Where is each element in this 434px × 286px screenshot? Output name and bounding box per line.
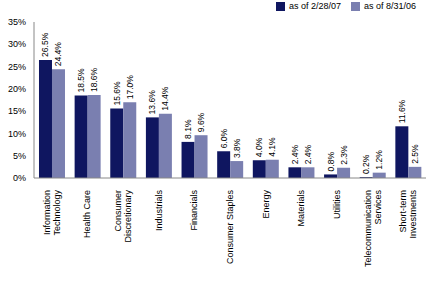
svg-text:TelecommunicationServices: TelecommunicationServices xyxy=(363,190,383,268)
svg-text:13.6%: 13.6% xyxy=(147,90,157,115)
svg-text:0.8%: 0.8% xyxy=(326,152,336,172)
svg-text:15%: 15% xyxy=(8,106,26,116)
svg-text:15.6%: 15.6% xyxy=(112,81,122,106)
svg-text:5%: 5% xyxy=(13,151,26,161)
svg-text:14.4%: 14.4% xyxy=(160,86,170,111)
html-text:as of 2/28/07: as of 2/28/07 xyxy=(288,1,341,11)
svg-text:6.0%: 6.0% xyxy=(219,128,229,148)
svg-text:ConsumerDiscretionary: ConsumerDiscretionary xyxy=(113,190,133,243)
svg-text:18.5%: 18.5% xyxy=(76,68,86,93)
html-text:as of 8/31/06: as of 8/31/06 xyxy=(364,1,416,11)
svg-text:25%: 25% xyxy=(8,62,26,72)
svg-text:17.0%: 17.0% xyxy=(125,75,135,100)
svg-text:InformationTechnology: InformationTechnology xyxy=(42,190,62,236)
svg-text:10%: 10% xyxy=(8,129,26,139)
svg-text:2.4%: 2.4% xyxy=(303,144,313,164)
svg-text:8.1%: 8.1% xyxy=(183,119,193,139)
svg-text:3.8%: 3.8% xyxy=(232,138,242,158)
svg-text:20%: 20% xyxy=(8,84,26,94)
svg-text:11.6%: 11.6% xyxy=(397,99,407,123)
svg-text:4.0%: 4.0% xyxy=(254,137,264,157)
svg-text:2.5%: 2.5% xyxy=(410,144,420,164)
svg-text:26.5%: 26.5% xyxy=(40,32,50,57)
svg-text:Industrials: Industrials xyxy=(154,190,164,232)
svg-text:18.6%: 18.6% xyxy=(89,68,99,93)
svg-text:Materials: Materials xyxy=(296,190,306,227)
svg-text:Energy: Energy xyxy=(261,190,271,219)
svg-text:4.1%: 4.1% xyxy=(267,137,277,157)
svg-text:Consumer Staples: Consumer Staples xyxy=(225,190,235,265)
svg-text:35%: 35% xyxy=(8,17,26,27)
svg-text:0.2%: 0.2% xyxy=(361,154,371,174)
svg-text:Utilities: Utilities xyxy=(332,190,342,220)
svg-text:2.3%: 2.3% xyxy=(339,145,349,165)
svg-text:9.6%: 9.6% xyxy=(196,112,206,132)
svg-text:0%: 0% xyxy=(13,173,26,183)
svg-text:Health Care: Health Care xyxy=(82,190,92,238)
svg-text:Short-termInvestments: Short-termInvestments xyxy=(398,190,418,239)
svg-text:24.4%: 24.4% xyxy=(53,42,63,67)
svg-text:30%: 30% xyxy=(8,39,26,49)
svg-text:1.2%: 1.2% xyxy=(374,150,384,170)
svg-text:2.4%: 2.4% xyxy=(290,144,300,164)
svg-text:Financials: Financials xyxy=(189,190,199,231)
